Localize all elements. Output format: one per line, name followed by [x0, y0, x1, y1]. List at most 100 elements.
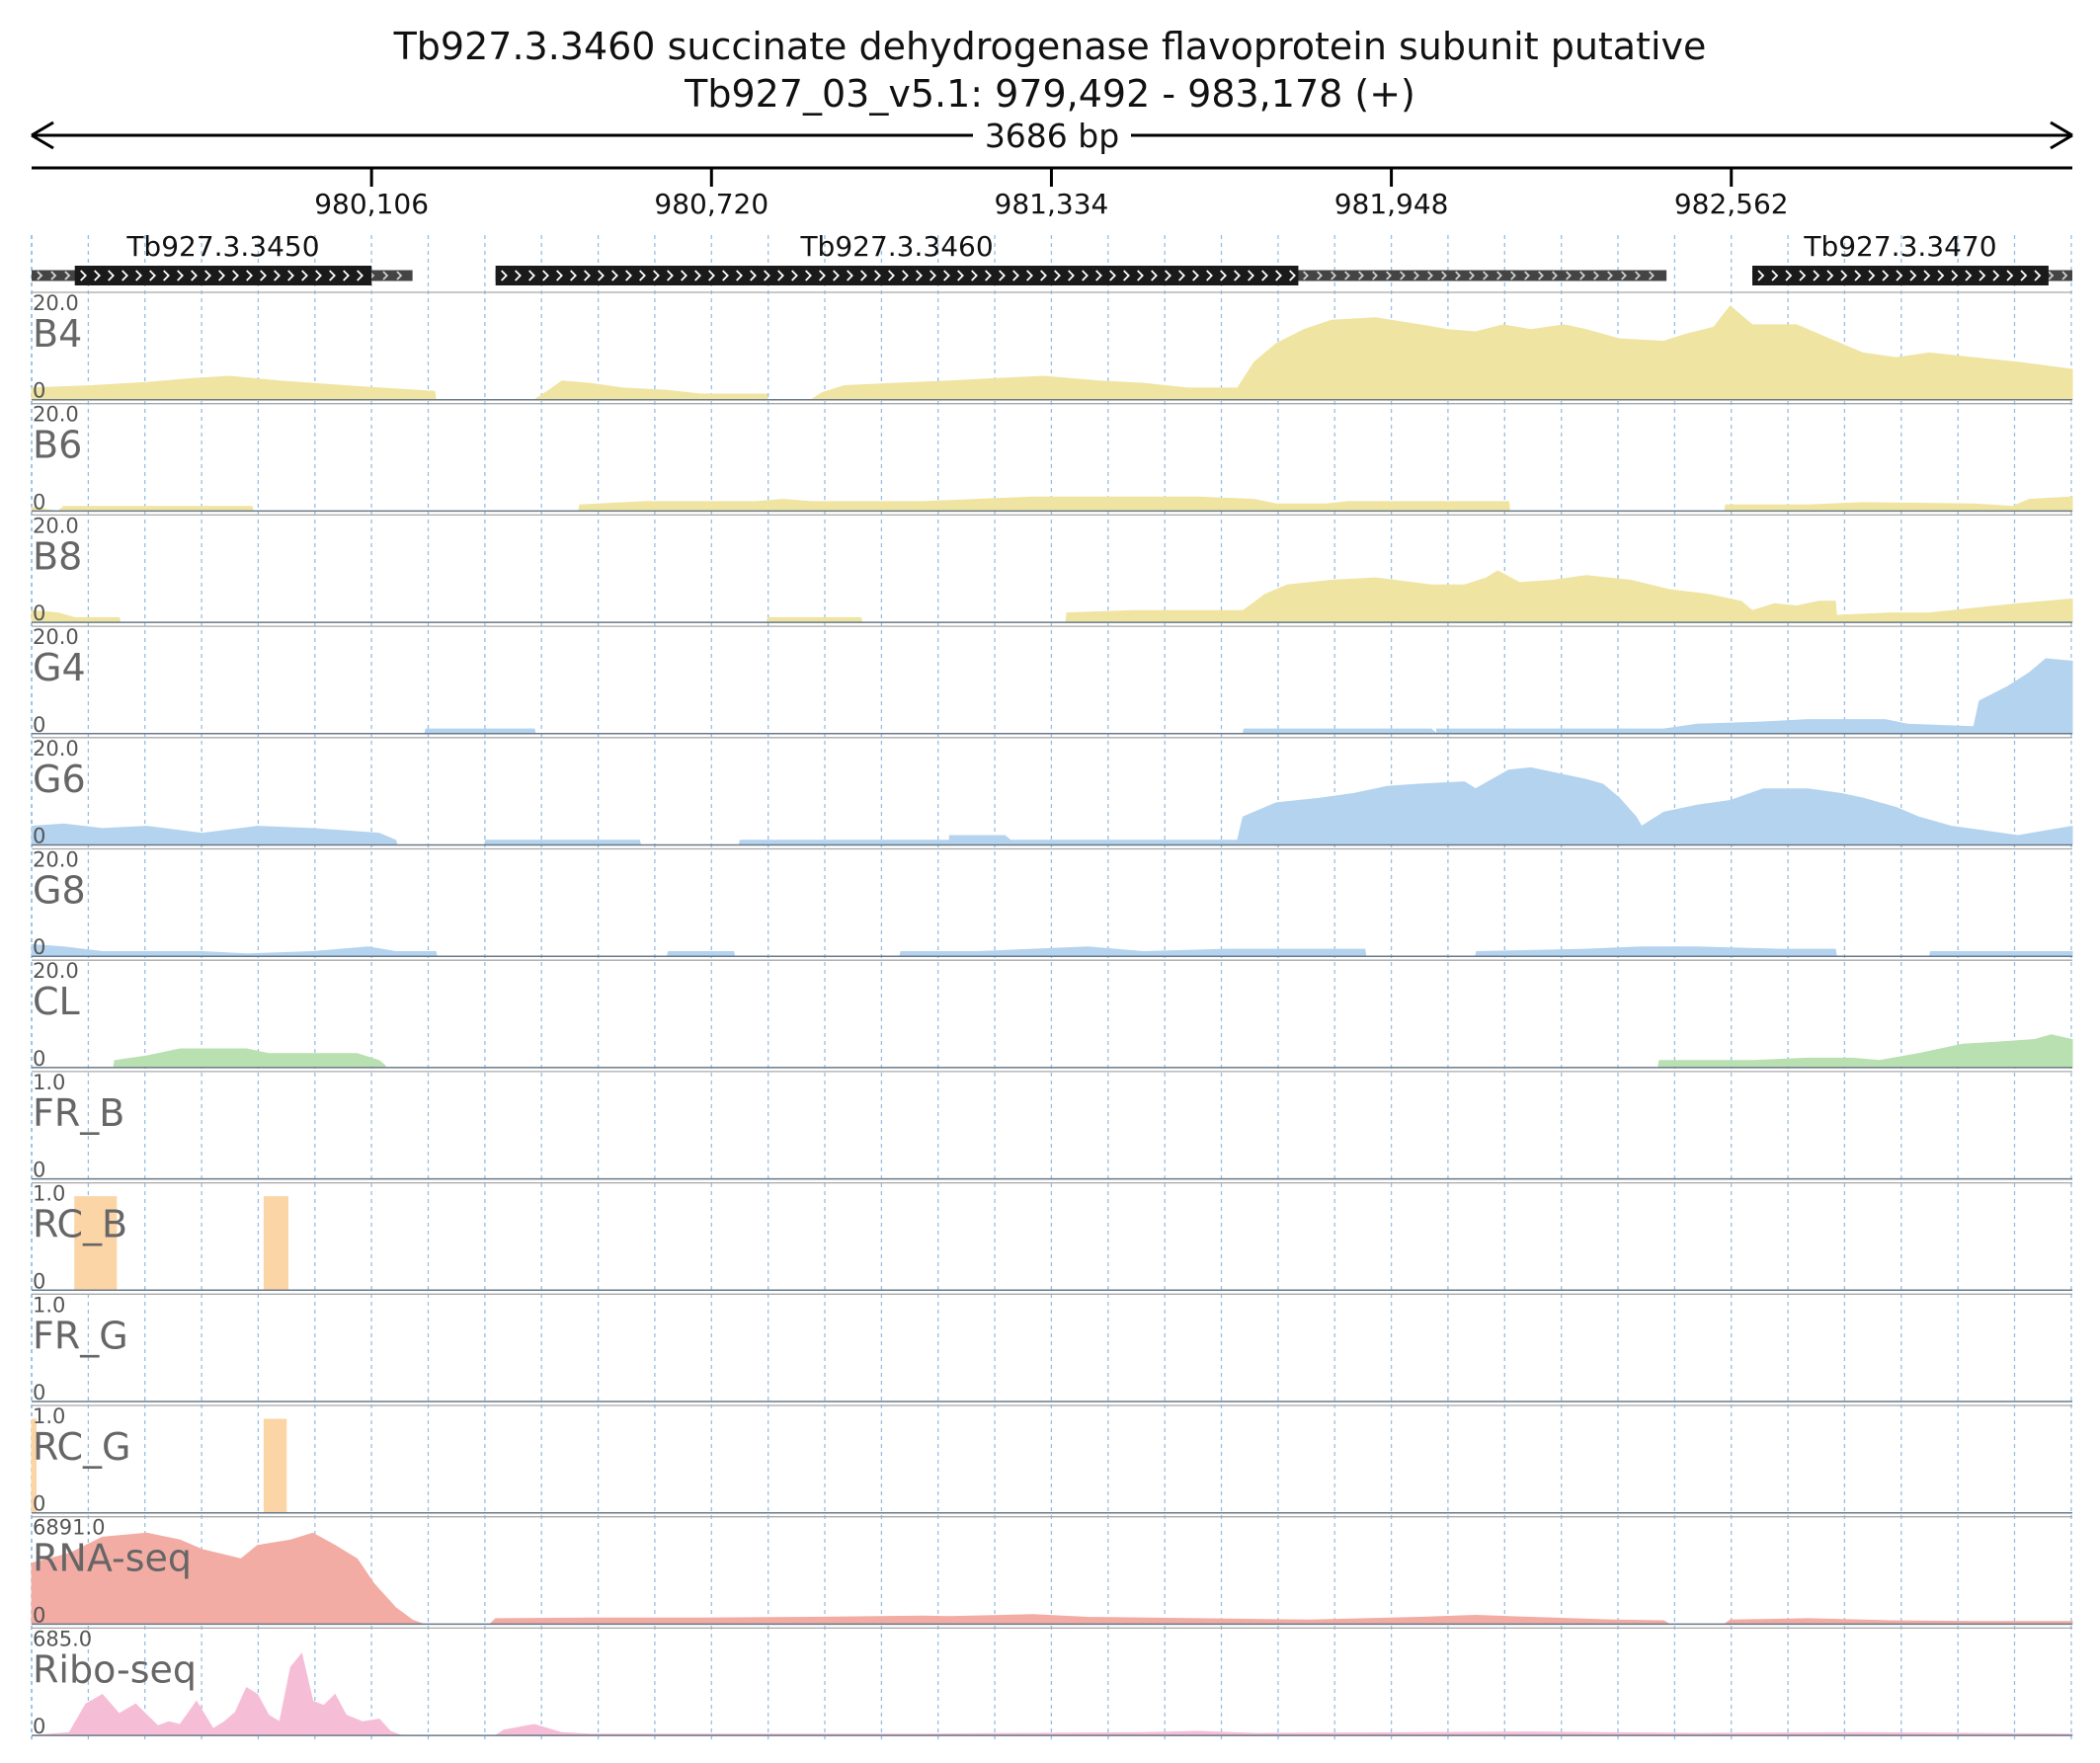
strand-arrow-icon — [1261, 270, 1268, 281]
x-tick-label: 980,720 — [654, 188, 768, 220]
strand-arrow-icon — [1413, 271, 1419, 280]
strand-arrow-icon — [1771, 270, 1779, 281]
strand-arrow-icon — [135, 270, 142, 281]
track-min-label: 0 — [33, 1492, 45, 1516]
strand-arrow-icon — [191, 270, 198, 281]
strand-arrow-icon — [805, 270, 812, 281]
strand-arrow-icon — [943, 270, 950, 281]
strand-arrow-icon — [916, 270, 923, 281]
track-max-label: 20.0 — [33, 514, 79, 537]
strand-arrow-icon — [1220, 270, 1227, 281]
strand-arrow-icon — [1757, 270, 1765, 281]
strand-arrow-icon — [556, 270, 563, 281]
strand-arrow-icon — [957, 270, 964, 281]
strand-arrow-icon — [1068, 270, 1075, 281]
strand-arrow-icon — [1165, 270, 1171, 281]
strand-arrow-icon — [736, 270, 743, 281]
strand-arrow-icon — [2020, 270, 2028, 281]
track-name-label: B4 — [33, 312, 82, 356]
coverage-area — [31, 943, 2073, 957]
strand-arrow-icon — [764, 270, 770, 281]
strand-arrow-icon — [382, 271, 389, 280]
coverage-area — [32, 1034, 2073, 1069]
strand-arrow-icon — [1854, 270, 1862, 281]
x-tick-label: 980,106 — [314, 188, 429, 220]
strand-arrow-icon — [528, 270, 535, 281]
track-fr-g: 1.0FR_G 0 — [32, 1293, 2072, 1404]
gene-title: Tb927.3.3460 succinate dehydrogenase fla… — [393, 25, 1707, 68]
strand-arrow-icon — [860, 270, 867, 281]
strand-arrow-icon — [260, 270, 267, 281]
strand-arrow-icon — [218, 270, 225, 281]
track-b6: 20.0B6 0 — [31, 403, 2073, 514]
strand-arrow-icon — [1483, 271, 1489, 280]
strand-arrow-icon — [584, 270, 591, 281]
strand-arrow-icon — [1992, 270, 2000, 281]
track-name-label: CL — [33, 980, 80, 1023]
coverage-area — [31, 766, 2073, 845]
track-max-label: 20.0 — [33, 737, 79, 761]
strand-arrow-icon — [1040, 270, 1047, 281]
strand-arrow-icon — [777, 270, 784, 281]
strand-arrow-icon — [1358, 271, 1364, 280]
strand-arrow-icon — [1441, 271, 1447, 280]
strand-arrow-icon — [287, 270, 294, 281]
track-max-label: 20.0 — [33, 625, 79, 649]
span-ruler: 3686 bp — [31, 117, 2073, 155]
left-arrowhead-icon — [31, 120, 54, 150]
coordinate-axis: 980,106 980,720 981,334 981,948 982,562 — [32, 166, 2072, 220]
track-name-label: FR_B — [33, 1091, 124, 1135]
gene-model: Tb927.3.3450 — [32, 230, 413, 285]
coverage-tracks: 20.0B4020.0B6020.0B8020.0G4020.0G6020.0G… — [31, 291, 2073, 1738]
strand-arrow-icon — [1372, 271, 1378, 280]
track-name-label: RNA-seq — [33, 1537, 192, 1580]
strand-arrow-icon — [1524, 271, 1530, 280]
track-max-label: 1.0 — [33, 1182, 65, 1206]
strand-arrow-icon — [1785, 270, 1793, 281]
strand-arrow-icon — [639, 270, 646, 281]
track-min-label: 0 — [33, 825, 45, 848]
strand-arrow-icon — [274, 270, 281, 281]
x-tick-label: 981,334 — [995, 188, 1109, 220]
strand-arrow-icon — [2048, 271, 2055, 280]
strand-arrow-icon — [1234, 270, 1241, 281]
track-rc-b: 1.0RC_B 0 — [32, 1182, 2072, 1293]
strand-arrow-icon — [1951, 270, 1959, 281]
strand-arrow-icon — [1649, 271, 1655, 280]
strand-arrow-icon — [1593, 271, 1599, 280]
strand-arrow-icon — [653, 270, 660, 281]
strand-arrow-icon — [985, 270, 992, 281]
strand-arrow-icon — [232, 270, 239, 281]
track-min-label: 0 — [33, 935, 45, 959]
track-rc-g: 1.0RC_G 0 — [31, 1404, 2072, 1516]
strand-arrow-icon — [1937, 270, 1945, 281]
coverage-area — [31, 496, 2073, 512]
gene-label: Tb927.3.3470 — [1803, 230, 1996, 263]
track-min-label: 0 — [33, 1047, 45, 1071]
strand-arrow-icon — [2034, 270, 2042, 281]
strand-arrow-icon — [1607, 271, 1613, 280]
track-g8: 20.0G8 0 — [31, 848, 2073, 959]
strand-arrow-icon — [1538, 271, 1544, 280]
strand-arrow-icon — [1137, 270, 1144, 281]
strand-arrow-icon — [598, 270, 605, 281]
strand-arrow-icon — [50, 271, 57, 280]
strand-arrow-icon — [1317, 271, 1323, 280]
strand-arrow-icon — [1192, 270, 1199, 281]
gene-label: Tb927.3.3460 — [799, 230, 993, 263]
track-name-label: FR_G — [33, 1314, 128, 1357]
strand-arrow-icon — [177, 270, 184, 281]
strand-arrow-icon — [163, 270, 170, 281]
strand-arrow-icon — [1510, 271, 1516, 280]
strand-arrow-icon — [722, 270, 729, 281]
strand-arrow-icon — [1206, 270, 1213, 281]
strand-arrow-icon — [1799, 270, 1807, 281]
strand-arrow-icon — [1427, 271, 1433, 280]
strand-arrow-icon — [819, 270, 826, 281]
track-min-label: 0 — [33, 1603, 45, 1627]
coverage-area — [31, 1418, 2072, 1514]
strand-arrow-icon — [1054, 270, 1061, 281]
track-min-label: 0 — [33, 601, 45, 625]
strand-arrow-icon — [1289, 270, 1296, 281]
